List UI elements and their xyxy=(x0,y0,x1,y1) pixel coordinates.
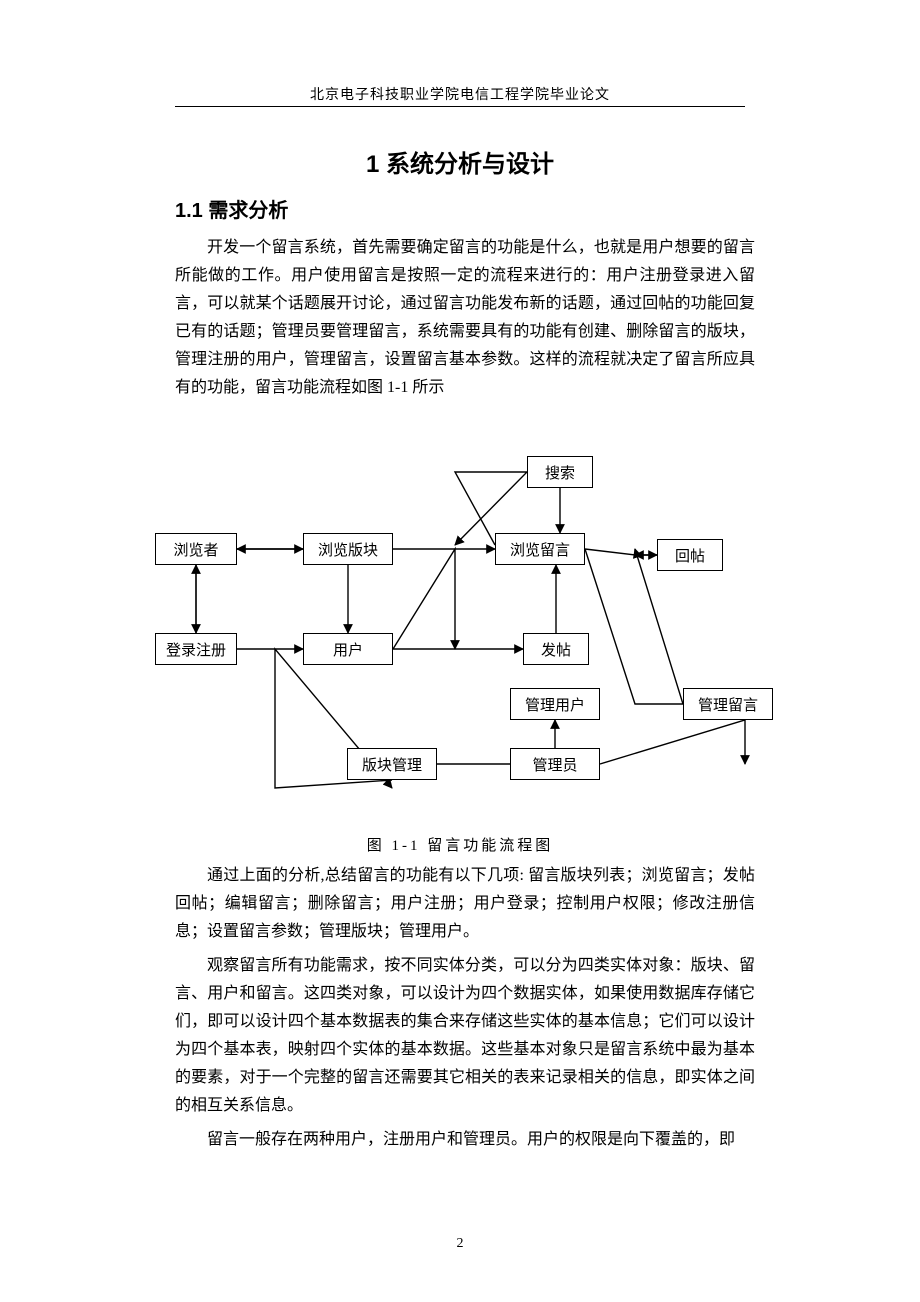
header-rule xyxy=(175,106,745,107)
running-header: 北京电子科技职业学院电信工程学院毕业论文 xyxy=(175,84,745,104)
flowchart-node-browse_msg: 浏览留言 xyxy=(495,533,585,565)
chapter-title: 1 系统分析与设计 xyxy=(0,144,920,179)
page-number: 2 xyxy=(0,1236,920,1252)
flowchart-node-mgmt_msg: 管理留言 xyxy=(683,688,773,720)
figure-caption: 图 1-1 留言功能流程图 xyxy=(0,834,920,855)
page: 北京电子科技职业学院电信工程学院毕业论文 1 系统分析与设计 1.1 需求分析 … xyxy=(0,0,920,1302)
paragraph-4: 留言一般存在两种用户，注册用户和管理员。用户的权限是向下覆盖的，即 xyxy=(175,1126,755,1154)
paragraph-2: 通过上面的分析,总结留言的功能有以下几项: 留言版块列表；浏览留言；发帖回帖；编… xyxy=(175,862,755,946)
section-1-1-title: 1.1 需求分析 xyxy=(175,194,288,223)
paragraph-3: 观察留言所有功能需求，按不同实体分类，可以分为四类实体对象：版块、留言、用户和留… xyxy=(175,952,755,1120)
paragraph-1: 开发一个留言系统，首先需要确定留言的功能是什么，也就是用户想要的留言所能做的工作… xyxy=(175,234,755,402)
flowchart-node-mgmt_user: 管理用户 xyxy=(510,688,600,720)
flowchart-node-login: 登录注册 xyxy=(155,633,237,665)
flowchart-edges xyxy=(145,438,795,798)
flowchart-node-browse_board: 浏览版块 xyxy=(303,533,393,565)
flowchart-figure-1-1: 浏览者登录注册 浏览版块用户版块管理 搜索浏览留言发帖管理用户管理员 回帖管理留言 xyxy=(145,438,795,798)
flowchart-node-user: 用户 xyxy=(303,633,393,665)
flowchart-node-browser: 浏览者 xyxy=(155,533,237,565)
flowchart-node-post: 发帖 xyxy=(523,633,589,665)
flowchart-node-search: 搜索 xyxy=(527,456,593,488)
flowchart-node-admin: 管理员 xyxy=(510,748,600,780)
flowchart-node-board_mgmt: 版块管理 xyxy=(347,748,437,780)
flowchart-node-reply: 回帖 xyxy=(657,539,723,571)
